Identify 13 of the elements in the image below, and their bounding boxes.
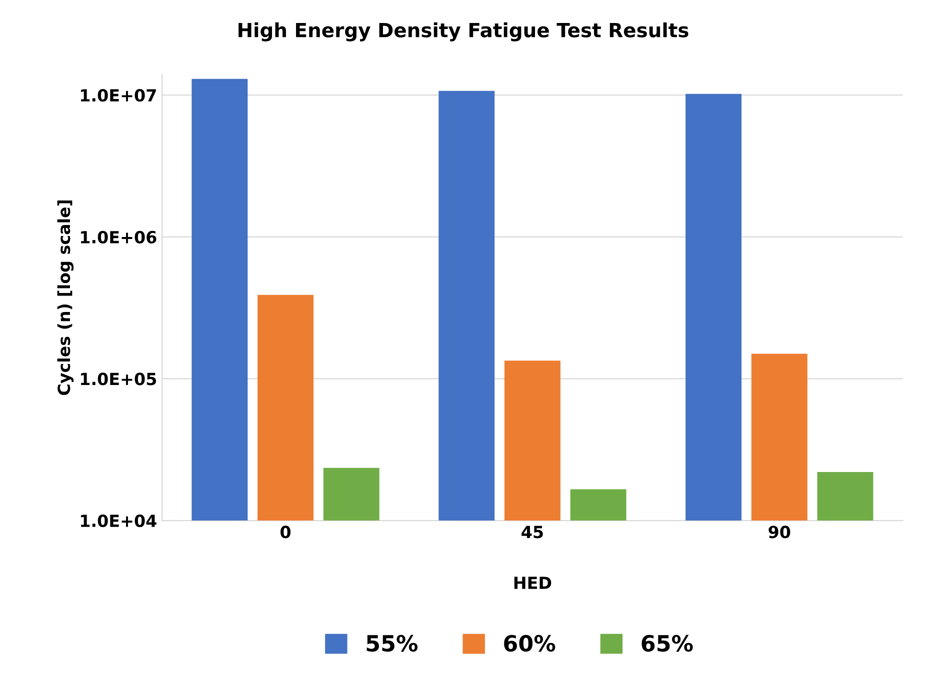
legend-label: 65% — [642, 634, 693, 652]
x-tick-label: 45 — [522, 526, 543, 538]
chart-title: High Energy Density Fatigue Test Results — [238, 22, 688, 42]
y-tick-label: 1.0E+07 — [81, 89, 156, 102]
y-axis-title: Cycles (n) [log scale] — [57, 200, 74, 396]
legend-label: 55% — [366, 634, 418, 652]
x-tick-label: 0 — [280, 526, 291, 538]
legend-label: 60% — [504, 634, 556, 652]
x-axis-title: HED — [514, 576, 552, 589]
x-tick-label: 90 — [768, 526, 790, 538]
y-tick-label: 1.0E+04 — [81, 514, 156, 528]
y-tick-label: 1.0E+05 — [81, 372, 156, 386]
y-tick-label: 1.0E+06 — [81, 230, 156, 244]
